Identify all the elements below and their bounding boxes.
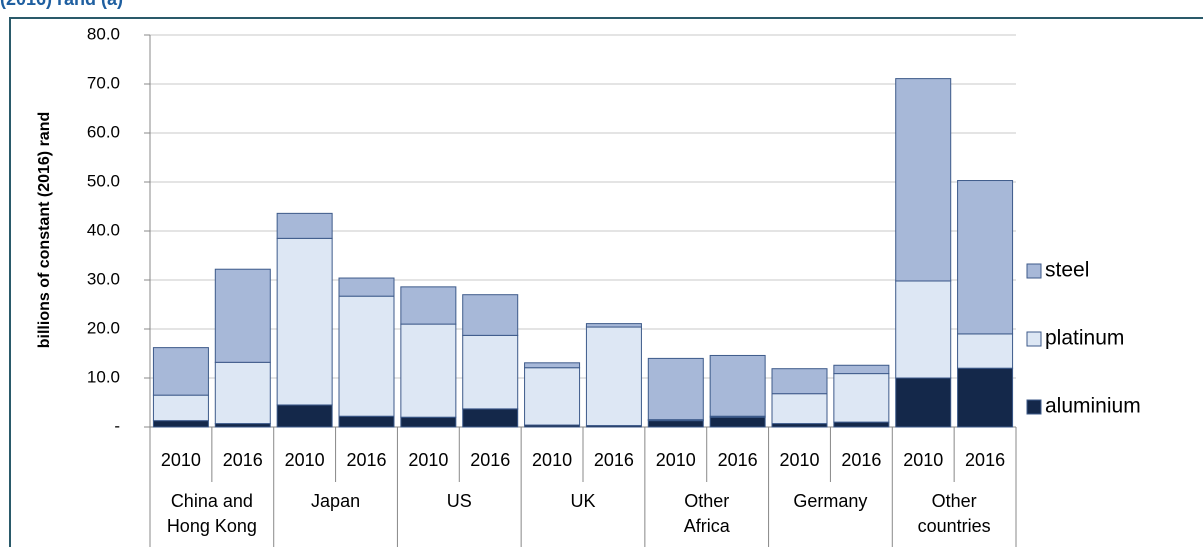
bar-segment [585,323,642,328]
bar-segment [771,393,828,425]
x-tick-label: 2010 [408,450,448,470]
y-tick-label: 10.0 [87,367,120,386]
x-tick-label: 2016 [965,450,1005,470]
bar-segment [647,420,704,428]
legend-label: steel [1045,259,1089,282]
bar-segment [895,377,952,428]
y-tick-label: 40.0 [87,220,120,239]
x-tick-label: 2010 [903,450,943,470]
bar-segment [771,368,828,395]
bar-segment [214,268,271,363]
x-tick-label: 2016 [346,450,386,470]
x-tick-label: 2010 [532,450,572,470]
bar-segment [462,294,519,336]
bar-segment [462,334,519,410]
legend-label: platinum [1045,327,1124,350]
y-tick-label: 20.0 [87,318,120,337]
x-tick-label: 2016 [223,450,263,470]
x-tick-label: 2016 [594,450,634,470]
group-label: UK [570,491,595,511]
bar-segment [276,404,333,428]
group-label: US [447,491,472,511]
x-tick-label: 2010 [779,450,819,470]
group-label: countries [918,516,991,536]
y-tick-label: 70.0 [87,73,120,92]
bar-segment [833,364,890,375]
group-label: China and [171,491,253,511]
bar-segment [895,78,952,282]
bar-segment [152,420,209,428]
bar-segment [400,416,457,428]
bar-segment [709,354,766,417]
group-label: Africa [684,516,731,536]
bar-segment [462,408,519,428]
x-tick-label: 2016 [841,450,881,470]
frame [9,17,1203,547]
bar-segment [400,286,457,325]
bar-segment [276,212,333,239]
bar-segment [214,361,271,425]
bar-segment [214,423,271,428]
group-label: Japan [311,491,360,511]
bar-segment [400,323,457,418]
bar-segment [276,237,333,406]
group-label: Other [684,491,729,511]
bar-segment [647,357,704,421]
y-axis-label: billions of constant (2016) rand [36,112,53,348]
legend-swatch [1026,331,1042,347]
y-tick-label: 80.0 [87,24,120,43]
group-label: Hong Kong [167,516,257,536]
bar-segment [833,421,890,428]
bar-segment [709,416,766,428]
y-tick-label: 50.0 [87,171,120,190]
bar-segment [895,280,952,379]
bar-segment [524,367,581,426]
bar-segment [338,277,395,297]
chart-title: (2016) rand (a) [0,0,123,9]
bar-segment [524,362,581,369]
group-label: Other [932,491,977,511]
bar-segment [152,394,209,422]
y-tick-label: 30.0 [87,269,120,288]
bar-segment [585,326,642,427]
x-tick-label: 2010 [656,450,696,470]
bar-segment [771,423,828,428]
x-tick-label: 2016 [718,450,758,470]
bar-segment [957,333,1014,369]
bar-segment [833,373,890,423]
group-label: Germany [793,491,867,511]
y-tick-label: 60.0 [87,122,120,141]
bar-segment [957,180,1014,335]
x-tick-label: 2016 [470,450,510,470]
legend-label: aluminium [1045,395,1141,418]
bar-segment [957,367,1014,428]
bar-segment [338,415,395,428]
legend-swatch [1026,399,1042,415]
x-tick-label: 2010 [285,450,325,470]
bar-segment [338,295,395,417]
legend-swatch [1026,263,1042,279]
y-tick-label: - [114,416,120,435]
bar-segment [152,347,209,396]
x-tick-label: 2010 [161,450,201,470]
